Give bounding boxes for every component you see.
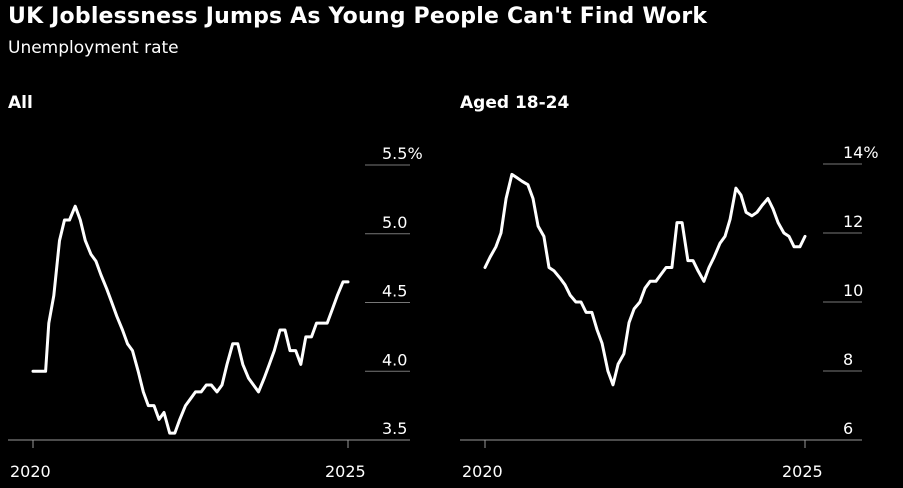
series-line: [483, 172, 807, 387]
y-tick-label: 12: [843, 212, 863, 231]
x-tick-label: 2020: [462, 462, 503, 481]
y-tick-label: 4.5: [382, 282, 407, 301]
y-tick-label: 3.5: [382, 419, 407, 438]
chart-title: UK Joblessness Jumps As Young People Can…: [8, 4, 708, 29]
x-tick-label: 2025: [325, 462, 366, 481]
panel-title-18-24: Aged 18-24: [460, 93, 570, 113]
y-tick-label: 4.0: [382, 350, 407, 369]
chart-subtitle: Unemployment rate: [8, 38, 179, 58]
y-tick-label: 6: [843, 419, 853, 438]
y-tick-label: 5.5%: [382, 144, 423, 163]
y-tick-label: 8: [843, 350, 853, 369]
series-line: [31, 204, 350, 435]
x-tick-label: 2025: [782, 462, 823, 481]
y-tick-label: 5.0: [382, 213, 407, 232]
y-tick-label: 10: [843, 281, 863, 300]
x-tick-label: 2020: [10, 462, 51, 481]
panel-title-all: All: [8, 93, 33, 113]
y-tick-label: 14%: [843, 143, 879, 162]
